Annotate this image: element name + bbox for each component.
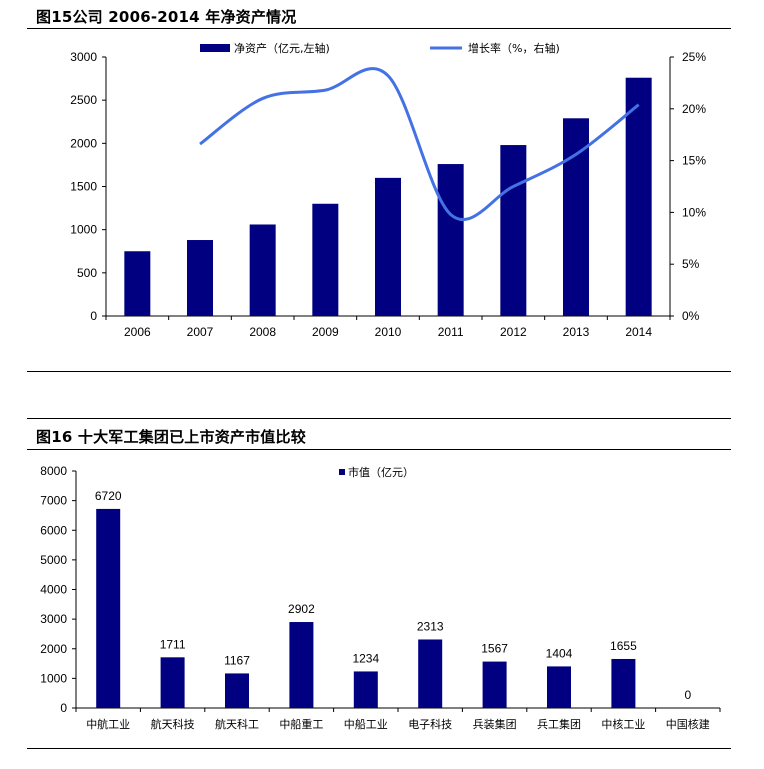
chart2-data-label: 1567	[481, 642, 508, 656]
chart1-right-tick-label: 25%	[682, 50, 706, 64]
chart1-bottom-rule	[27, 371, 731, 372]
chart2-data-label: 0	[684, 688, 691, 702]
chart2-top-rule	[27, 418, 731, 419]
chart1-growth-line	[199, 67, 640, 222]
chart1-title: 图15公司 2006-2014 年净资产情况	[36, 8, 297, 26]
chart1-right-tick-label: 5%	[682, 257, 700, 271]
chart1-top-rule	[27, 28, 731, 29]
chart1-bar-2006	[124, 251, 151, 316]
chart1-x-tick-label: 2013	[563, 325, 590, 339]
chart1-x-tick-label: 2009	[312, 325, 339, 339]
chart2-data-label: 1711	[160, 637, 186, 651]
chart2-x-tick-label: 电子科技	[408, 717, 452, 731]
chart2-x-tick-label: 兵工集团	[537, 717, 581, 731]
chart2-bar-中船重工	[289, 622, 314, 708]
chart2-x-tick-label: 兵装集团	[473, 717, 517, 731]
chart2-y-tick-label: 0	[60, 701, 67, 715]
chart1-bar-2011	[437, 164, 464, 316]
chart2-x-tick-label: 中核工业	[601, 717, 645, 731]
chart1-x-tick-label: 2010	[375, 325, 402, 339]
chart2-x-tick-label: 中航工业	[86, 717, 130, 731]
chart2-data-label: 1655	[610, 639, 637, 653]
chart1-bar-2007	[187, 240, 213, 316]
chart1-left-tick-label: 2000	[70, 136, 97, 150]
chart1-bar-2009	[312, 203, 339, 316]
chart2-x-tick-label: 中国核建	[666, 717, 710, 731]
chart1-left-tick-label: 1500	[70, 180, 97, 194]
chart1-legend-bar-swatch	[200, 44, 230, 52]
chart2-title-rule	[27, 449, 731, 450]
chart2-y-tick-label: 6000	[40, 523, 67, 537]
chart1-x-tick-label: 2006	[124, 325, 151, 339]
chart2-bar-航天科技	[160, 657, 185, 708]
chart2-y-tick-label: 8000	[40, 464, 67, 478]
chart1-right-tick-label: 10%	[682, 205, 706, 219]
chart1-left-tick-label: 2500	[70, 93, 97, 107]
chart1-right-tick-label: 20%	[682, 102, 706, 116]
chart2-x-tick-label: 航天科技	[151, 717, 195, 731]
chart2-legend-label: 市值（亿元）	[348, 465, 414, 479]
chart2-data-label: 1404	[546, 646, 573, 660]
chart2-bottom-rule	[27, 748, 731, 749]
chart2-y-tick-label: 5000	[40, 553, 67, 567]
chart2-y-tick-label: 3000	[40, 612, 67, 626]
chart2-data-label: 1234	[352, 651, 379, 665]
chart2-data-label: 6720	[95, 489, 122, 503]
chart1-bar-2008	[249, 224, 276, 316]
chart2-legend-swatch	[339, 469, 345, 475]
chart2-bar-中船工业	[353, 671, 378, 708]
chart2-bar-航天科工	[225, 673, 249, 708]
chart2-y-tick-label: 7000	[40, 494, 67, 508]
chart2-title: 图16 十大军工集团已上市资产市值比较	[36, 428, 306, 446]
chart1-x-tick-label: 2007	[187, 325, 214, 339]
chart2-bar-兵工集团	[547, 666, 571, 708]
chart2-x-tick-label: 中船工业	[344, 717, 388, 731]
chart2-bar-中核工业	[611, 658, 636, 708]
chart2-bar-中航工业	[96, 508, 121, 708]
chart2-bar-电子科技	[418, 639, 443, 708]
chart2-data-label: 2902	[288, 602, 315, 616]
chart2-data-label: 2313	[417, 619, 444, 633]
chart2-x-tick-label: 中船重工	[279, 717, 323, 731]
chart1-right-tick-label: 15%	[682, 154, 706, 168]
chart2-y-tick-label: 2000	[40, 642, 67, 656]
chart1-x-tick-label: 2014	[625, 325, 652, 339]
chart1-x-tick-label: 2008	[249, 325, 276, 339]
chart1-bar-2012	[500, 145, 527, 316]
chart1-x-tick-label: 2012	[500, 325, 527, 339]
chart1-x-tick-label: 2011	[438, 325, 464, 339]
chart2-data-label: 1167	[224, 653, 250, 667]
chart1-left-tick-label: 1000	[70, 223, 97, 237]
chart1-bar-2010	[375, 177, 401, 316]
chart1-bar-2014	[625, 77, 652, 316]
chart2-x-tick-label: 航天科工	[215, 717, 259, 731]
chart1-left-tick-label: 500	[77, 266, 97, 280]
chart1-legend-line-label: 增长率（%，右轴)	[468, 41, 560, 55]
chart2-bar-兵装集团	[482, 661, 507, 708]
chart1-left-tick-label: 0	[90, 309, 97, 323]
chart1-bar-2013	[563, 118, 589, 317]
chart1-right-tick-label: 0%	[682, 309, 700, 323]
chart2-y-tick-label: 1000	[40, 671, 67, 685]
chart1-legend-bar-label: 净资产（亿元,左轴)	[234, 41, 330, 55]
chart1-left-tick-label: 3000	[70, 50, 97, 64]
chart2-y-tick-label: 4000	[40, 583, 67, 597]
